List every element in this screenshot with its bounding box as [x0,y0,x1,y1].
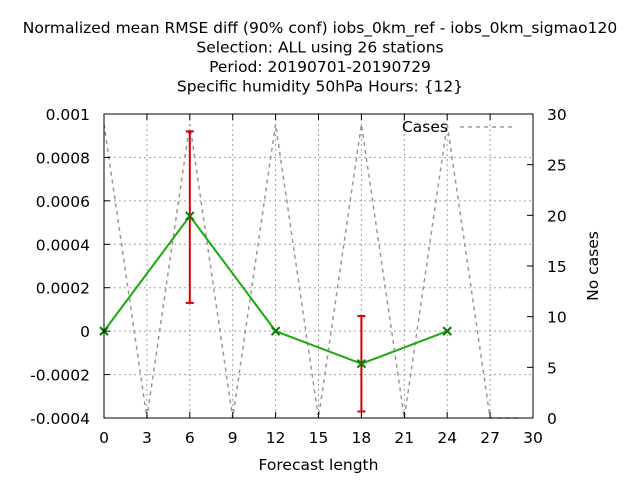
y2-tick-label: 5 [547,359,557,377]
x-tick-label: 12 [266,429,286,447]
y2-tick-label: 20 [547,207,567,225]
x-axis-label: Forecast length [259,456,379,474]
chart-title: Normalized mean RMSE diff (90% conf) iob… [23,19,618,96]
x-tick-label: 30 [523,429,543,447]
axis-labels: 0 3 6 9 12 15 18 21 24 27 30 -0.0004 -0.0002 0 0.0002 0… [30,106,602,474]
y-tick-label: 0.001 [46,106,90,124]
y-tick-label: 0.0002 [36,280,90,298]
legend: Cases [402,118,512,136]
y2-tick-label: 0 [547,410,557,428]
plot-area [99,124,519,419]
plot-border [103,113,534,419]
x-tick-label: 3 [142,429,152,447]
y-tick-label: 0.0008 [36,149,90,167]
x-tick-label: 0 [99,429,109,447]
y2-tick-label: 30 [547,106,567,124]
x-tick-label: 18 [352,429,372,447]
y2-tick-label: 10 [547,309,567,327]
axes [103,113,534,419]
y-tick-label: -0.0002 [30,367,90,385]
x-tick-label: 21 [394,429,414,447]
y2-tick-label: 25 [547,157,567,175]
y2-axis-label: No cases [584,231,602,301]
chart-title-line: Normalized mean RMSE diff (90% conf) iob… [23,19,618,38]
data-point [185,211,195,221]
chart-title-line: Specific humidity 50hPa Hours: {12} [177,78,463,96]
data-point [356,359,367,369]
x-tick-label: 15 [309,429,329,447]
x-tick-label: 6 [185,429,195,447]
y2-tick-label: 15 [547,258,567,276]
y-tick-label: -0.0004 [30,410,90,428]
y-tick-label: 0 [80,323,90,341]
chart-title-line: Selection: ALL using 26 stations [196,39,443,57]
y-tick-label: 0.0004 [36,236,90,254]
legend-label-cases: Cases [402,118,448,136]
cases-line [103,124,519,419]
chart-title-line: Period: 20190701-20190729 [209,58,431,76]
x-tick-label: 9 [228,429,238,447]
x-tick-label: 27 [480,429,500,447]
data-point [270,326,281,336]
data-point [442,326,452,336]
x-tick-label: 24 [437,429,457,447]
y-tick-label: 0.0006 [36,193,90,211]
